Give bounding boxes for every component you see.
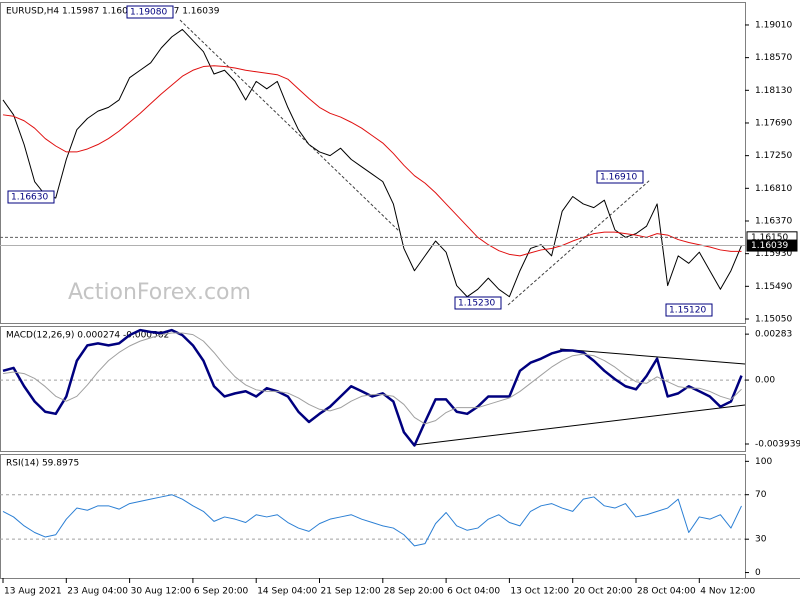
annotation: 1.15230 <box>458 299 495 309</box>
y-tick-label: 1.19010 <box>755 20 792 30</box>
series-line <box>2 332 742 425</box>
y-tick-label: 1.15050 <box>755 314 792 324</box>
price-label: 1.16150 <box>751 233 788 243</box>
x-tick-label: 28 Sep 20:00 <box>384 587 444 597</box>
series-line <box>2 494 742 547</box>
x-tick-label: 30 Aug 12:00 <box>131 587 192 597</box>
y-tick-label: 1.16370 <box>755 216 792 226</box>
rsi-panel <box>0 454 746 579</box>
x-tick-label: 14 Sep 04:00 <box>257 587 317 597</box>
trend-line <box>179 19 401 233</box>
x-tick-label: 13 Oct 12:00 <box>510 587 569 597</box>
price-label: 1.16039 <box>751 241 788 251</box>
rsi-title: RSI(14) 59.8975 <box>6 459 79 469</box>
macd-title: MACD(12,26,9) 0.000274 -0.000562 <box>6 331 169 341</box>
macd-panel <box>0 326 746 452</box>
y-tick-label: 100 <box>755 457 772 467</box>
y-tick-label: 1.16810 <box>755 184 792 194</box>
y-tick-label: 1.15930 <box>755 249 792 259</box>
annotation-box <box>126 5 174 19</box>
y-tick-label: 0.00283 <box>755 330 792 340</box>
y-tick-label: 1.18570 <box>755 53 792 63</box>
y-tick-label: 0.00 <box>755 376 775 386</box>
annotation-box <box>7 190 55 204</box>
y-tick-label: 0 <box>755 568 761 578</box>
x-tick-label: 20 Oct 20:00 <box>574 587 633 597</box>
y-tick-label: 1.17690 <box>755 118 792 128</box>
macd-trend-line <box>413 404 746 446</box>
price-label-box <box>746 239 798 252</box>
annotation: 1.16630 <box>11 193 48 203</box>
annotation: 1.16910 <box>600 173 637 183</box>
y-tick-label: 1.18130 <box>755 86 792 96</box>
y-tick-label: 1.17250 <box>755 151 792 161</box>
x-tick-label: 28 Oct 04:00 <box>637 587 696 597</box>
watermark: ActionForex.com <box>68 280 251 305</box>
annotation-box <box>596 170 644 184</box>
x-tick-label: 6 Sep 20:00 <box>194 587 249 597</box>
annotation: 1.15120 <box>669 306 706 316</box>
series-line <box>2 28 742 298</box>
y-tick-label: 70 <box>755 490 767 500</box>
chart-title: EURUSD,H4 1.15987 1.16040 1.15987 1.1603… <box>6 7 220 17</box>
macd-trend-line <box>559 348 746 365</box>
annotation-box <box>665 303 713 317</box>
price-panel <box>0 2 746 324</box>
y-tick-label: -0.003939 <box>755 440 800 450</box>
y-tick-label: 30 <box>755 535 767 545</box>
x-tick-label: 6 Oct 04:00 <box>447 587 500 597</box>
trend-line <box>507 179 651 306</box>
x-tick-label: 13 Aug 2021 <box>4 587 62 597</box>
x-tick-label: 4 Nov 12:00 <box>700 587 755 597</box>
annotation: 1.19080 <box>130 8 167 18</box>
series-line <box>2 328 743 447</box>
annotation-box <box>454 296 502 310</box>
y-tick-label: 1.15490 <box>755 282 792 292</box>
x-tick-label: 21 Sep 12:00 <box>321 587 381 597</box>
series-line <box>2 65 742 257</box>
x-tick-label: 23 Aug 04:00 <box>67 587 128 597</box>
